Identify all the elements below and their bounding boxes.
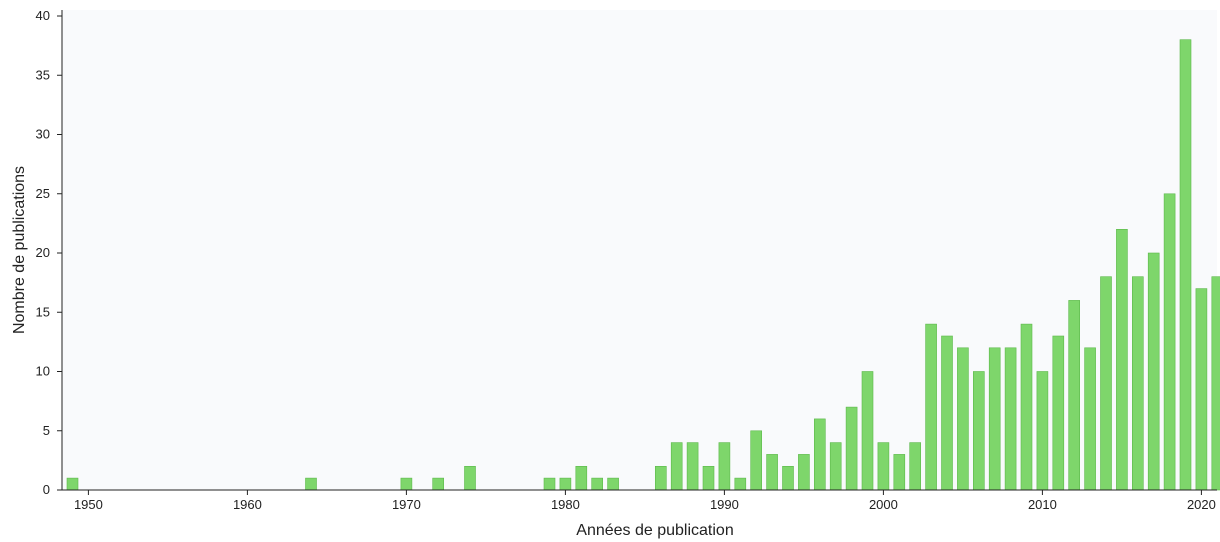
bar-1995 <box>798 454 810 491</box>
bar-1996 <box>813 418 826 491</box>
bar-1991 <box>734 477 747 491</box>
bar-2017 <box>1147 252 1160 491</box>
y-axis-ticks: 0 5 10 15 20 25 30 35 40 <box>36 8 62 497</box>
x-tick-label: 1980 <box>551 497 580 512</box>
bar-1988 <box>686 442 699 491</box>
bar-1964 <box>305 477 317 491</box>
bar-2002 <box>909 442 922 491</box>
bar-1949 <box>66 477 79 491</box>
bar-2004 <box>941 335 953 491</box>
y-tick-label: 5 <box>43 423 50 438</box>
bar-2008 <box>1004 347 1017 491</box>
x-tick-label: 2010 <box>1028 497 1057 512</box>
y-tick-label: 20 <box>36 245 50 260</box>
bar-2000 <box>877 442 890 491</box>
bar-1982 <box>591 477 604 491</box>
bar-2003 <box>925 323 937 491</box>
y-axis-title: Nombre de publications <box>11 166 28 334</box>
x-tick-label: 1990 <box>710 497 739 512</box>
bar-1970 <box>400 477 413 491</box>
x-axis-ticks: 1950 1960 1970 1980 1990 2000 2010 2020 <box>74 490 1216 512</box>
y-tick-label: 40 <box>36 8 50 23</box>
bar-2005 <box>957 347 969 491</box>
bar-2011 <box>1052 335 1065 491</box>
y-tick-label: 15 <box>36 304 50 319</box>
bar-1987 <box>670 442 683 491</box>
bar-1983 <box>607 477 619 491</box>
bar-2016 <box>1132 276 1144 491</box>
bar-1997 <box>829 442 842 491</box>
bar-2012 <box>1068 300 1080 491</box>
bar-1980 <box>559 477 572 491</box>
bar-1979 <box>543 477 556 491</box>
bar-2013 <box>1084 347 1096 491</box>
bar-2006 <box>972 371 985 491</box>
bar-2009 <box>1020 323 1033 491</box>
bar-1989 <box>702 465 715 491</box>
x-tick-label: 1960 <box>233 497 262 512</box>
bar-1994 <box>782 465 794 491</box>
bar-2019 <box>1179 39 1192 491</box>
y-tick-label: 30 <box>36 127 50 142</box>
bar-2001 <box>893 454 906 491</box>
bar-2014 <box>1100 276 1112 491</box>
bar-1981 <box>575 465 588 491</box>
x-tick-label: 2000 <box>869 497 898 512</box>
bar-1999 <box>861 371 874 491</box>
x-tick-label: 2020 <box>1187 497 1216 512</box>
y-tick-label: 10 <box>36 364 50 379</box>
bar-1992 <box>750 430 763 491</box>
bar-1990 <box>718 442 731 491</box>
bar-1998 <box>845 406 858 491</box>
bar-1986 <box>654 465 667 491</box>
x-axis-title: Années de publication <box>576 522 733 539</box>
bar-1993 <box>766 454 778 491</box>
bar-1972 <box>432 477 445 491</box>
bar-2021 <box>1211 276 1220 491</box>
y-tick-label: 35 <box>36 67 50 82</box>
x-tick-label: 1970 <box>392 497 421 512</box>
bar-2015 <box>1116 229 1128 491</box>
bar-2020 <box>1195 288 1208 491</box>
bar-2010 <box>1036 371 1049 491</box>
bar-1974 <box>464 465 476 491</box>
bar-2018 <box>1163 193 1176 491</box>
y-tick-label: 0 <box>43 482 50 497</box>
bar-2007 <box>988 347 1001 491</box>
y-tick-label: 25 <box>36 186 50 201</box>
x-tick-label: 1950 <box>74 497 103 512</box>
